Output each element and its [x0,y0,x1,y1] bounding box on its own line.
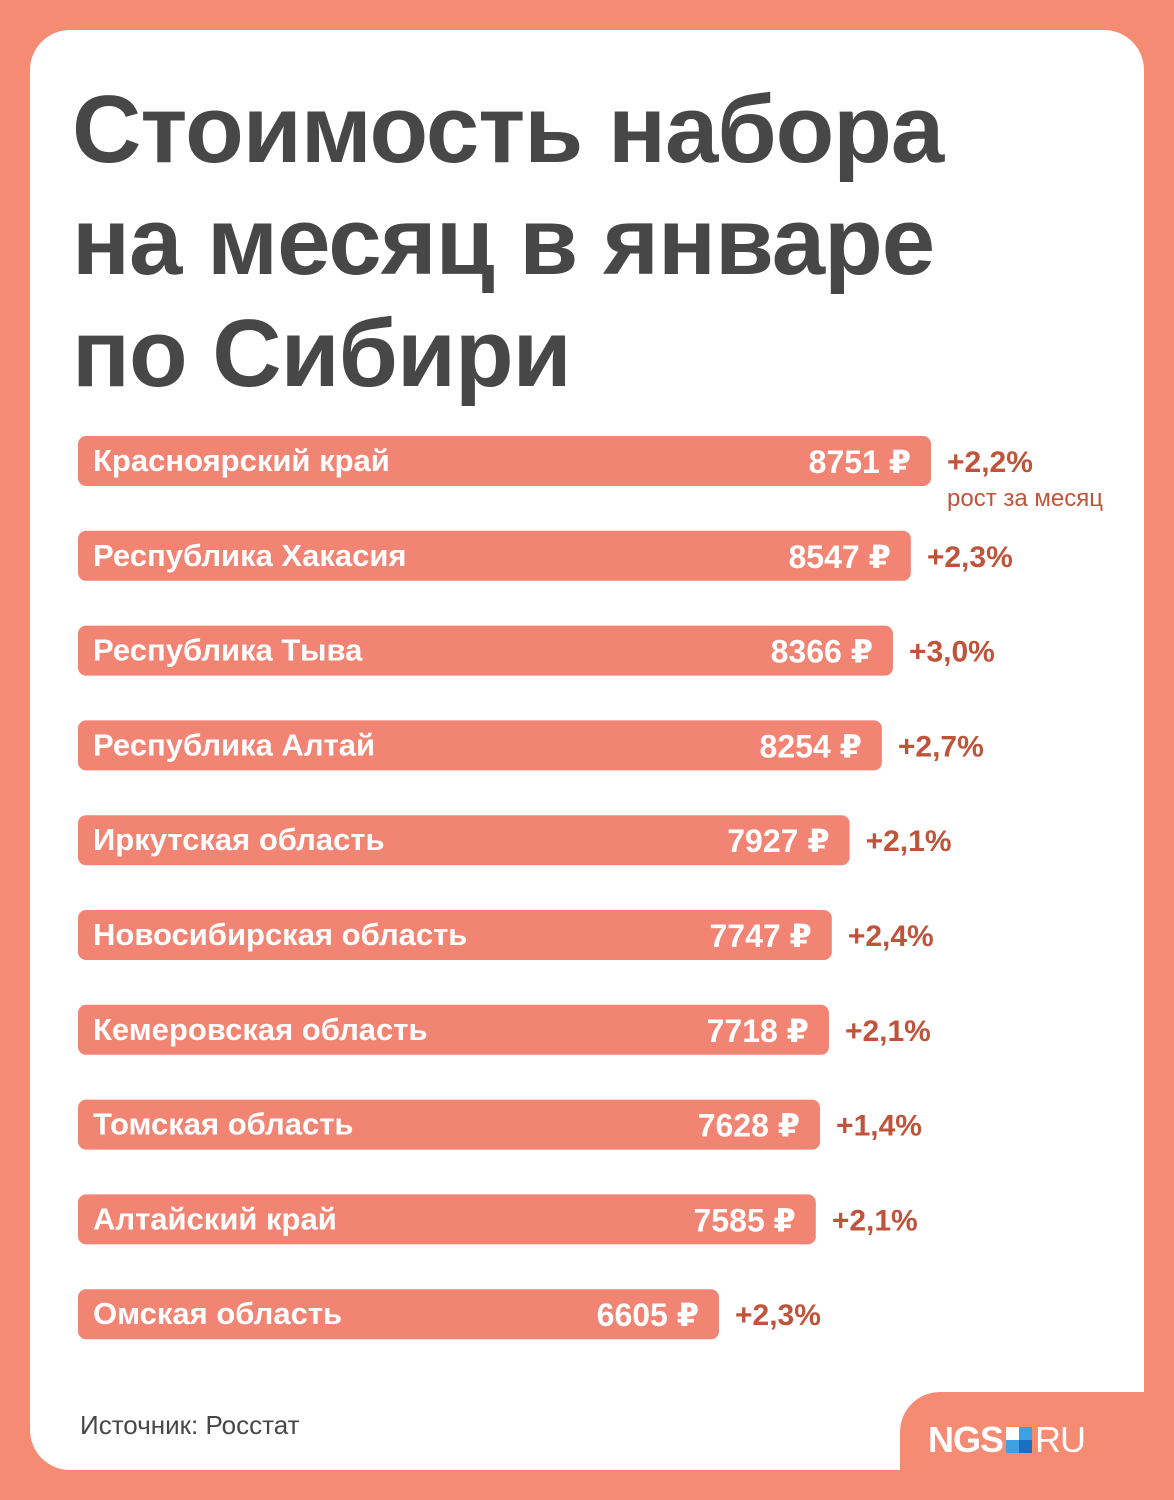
bar [78,625,893,676]
value-label: 7585 ₽ [693,1202,795,1238]
region-label: Республика Хакасия [93,538,407,573]
value-label: 8366 ₽ [771,634,873,670]
change-label: +2,1% [866,825,952,858]
bar [78,815,850,866]
source-note: Источник: Росстат [80,1410,300,1440]
logo-text-ngs: NGS [928,1419,1004,1460]
value-label: 7628 ₽ [698,1108,800,1144]
bar [78,1289,719,1340]
change-label: +2,1% [832,1204,918,1237]
bar [78,1099,821,1150]
change-caption: рост за месяц [947,485,1103,512]
change-label: +2,3% [735,1299,821,1332]
title-line-2: на месяц в январе [72,188,935,295]
change-label: +2,2% [947,446,1033,479]
logo-square-icon [1006,1427,1033,1453]
region-label: Алтайский край [93,1201,337,1236]
change-label: +2,4% [848,920,934,953]
bar [78,720,882,771]
value-label: 8254 ₽ [760,728,862,764]
region-label: Новосибирская область [93,917,467,952]
region-label: Кемеровская область [93,1012,428,1047]
change-label: +2,7% [898,730,984,763]
bar [78,1004,829,1055]
logo-text-ru: RU [1035,1419,1086,1460]
title-line-3: по Сибири [72,300,572,407]
bar [78,910,832,960]
ngs-logo: NGS RU [928,1419,1140,1460]
value-label: 8751 ₽ [809,444,911,480]
title-line-1: Стоимость набора [72,76,944,183]
value-label: 6605 ₽ [597,1297,699,1333]
change-label: +3,0% [909,636,995,669]
region-label: Томская область [93,1107,353,1142]
bar [78,436,931,486]
change-label: +2,3% [927,541,1013,574]
bar [78,530,911,581]
region-label: Красноярский край [93,443,390,478]
value-label: 7718 ₽ [707,1013,809,1049]
region-label: Республика Алтай [93,727,375,762]
region-label: Омская область [93,1296,342,1331]
change-label: +2,1% [845,1015,931,1048]
region-label: Республика Тыва [93,633,363,668]
value-label: 8547 ₽ [789,539,891,575]
value-label: 7747 ₽ [709,918,811,954]
chart-title: Стоимость набора на месяц в январе по Си… [72,74,1072,410]
bar [78,1194,816,1245]
value-label: 7927 ₽ [727,823,829,859]
region-label: Иркутская область [93,822,385,857]
change-label: +1,4% [836,1110,922,1143]
